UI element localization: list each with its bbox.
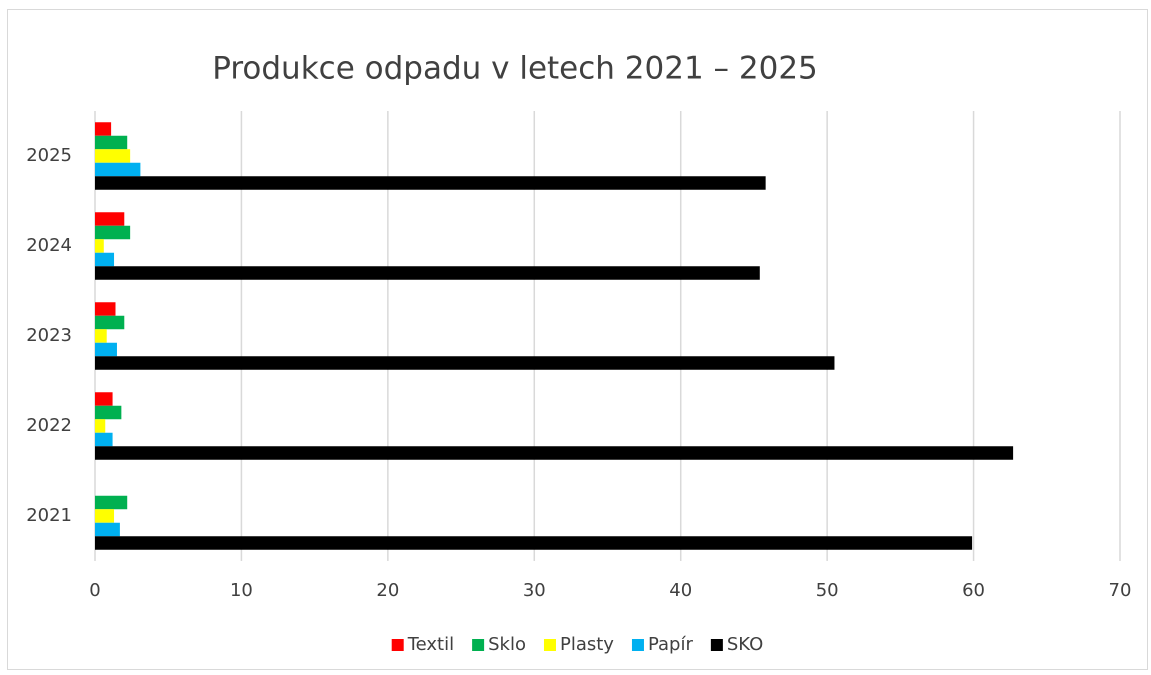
bar	[95, 122, 112, 136]
x-tick-label: 10	[230, 580, 253, 601]
y-tick-label: 2021	[26, 505, 72, 526]
x-tick-label: 30	[523, 580, 546, 601]
bar	[95, 176, 766, 190]
legend-label: Sklo	[488, 634, 526, 655]
legend-label: Papír	[648, 634, 694, 655]
x-tick-label: 50	[816, 580, 839, 601]
legend-swatch	[391, 639, 404, 651]
bar	[95, 356, 835, 370]
bar	[95, 239, 104, 253]
y-tick-label: 2022	[26, 415, 72, 436]
bar	[95, 342, 117, 357]
bar	[95, 149, 131, 163]
x-tick-label: 20	[376, 580, 399, 601]
bar	[95, 212, 125, 226]
legend-label: Plasty	[560, 634, 614, 655]
legend: Textil Sklo Plasty Papír SKO	[391, 634, 763, 655]
bar	[95, 162, 141, 177]
bar	[95, 302, 116, 316]
bar	[95, 315, 125, 330]
bar	[95, 522, 120, 537]
bar	[95, 225, 131, 240]
chart-border	[7, 9, 1148, 670]
x-tick-label: 70	[1109, 580, 1132, 601]
bar	[95, 405, 122, 420]
bar	[95, 419, 106, 433]
x-tick-label: 0	[89, 580, 100, 601]
y-tick-label: 2024	[26, 235, 72, 256]
bar	[95, 329, 107, 343]
y-tick-label: 2025	[26, 145, 72, 166]
legend-swatch	[710, 639, 723, 651]
bar	[95, 495, 128, 510]
x-tick-label: 60	[962, 580, 985, 601]
bar	[95, 266, 760, 280]
chart-title: Produkce odpadu v letech 2021 – 2025	[212, 51, 818, 87]
bar	[95, 252, 115, 267]
legend-label: SKO	[727, 634, 763, 655]
bar	[95, 446, 1014, 460]
bar	[95, 509, 115, 523]
bar	[95, 135, 128, 150]
y-tick-label: 2023	[26, 325, 72, 346]
legend-label: Textil	[407, 634, 454, 655]
legend-swatch	[472, 639, 485, 651]
legend-swatch	[631, 639, 644, 651]
bar	[95, 432, 113, 447]
bar	[95, 392, 113, 406]
x-tick-label: 40	[669, 580, 692, 601]
legend-swatch	[543, 639, 556, 651]
bar	[95, 536, 973, 550]
